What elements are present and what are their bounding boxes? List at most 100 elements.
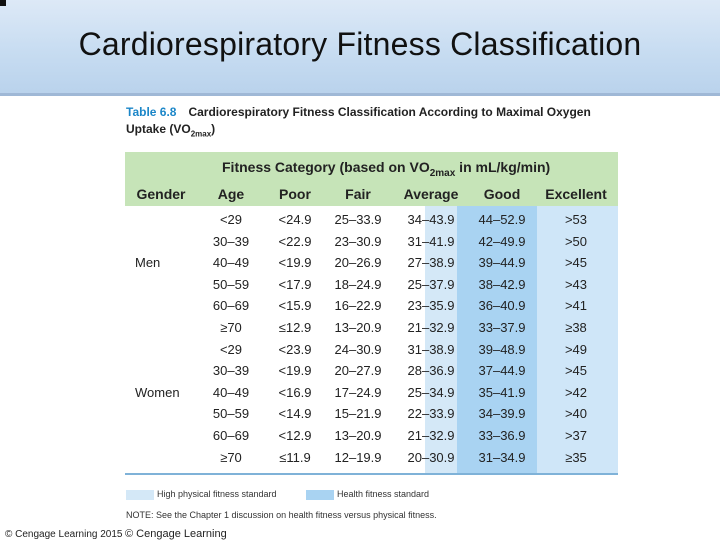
legend-high-label: High physical fitness standard [157,489,277,499]
column-header-age: Age [217,186,245,202]
table-cell: 28–36.9 [407,363,455,379]
table-cell: >41 [564,298,588,314]
copyright-text: © Cengage Learning 2015 [5,529,123,540]
table-number: Table 6.8 [126,105,177,119]
table-cell: ≤12.9 [278,320,312,335]
caption-text: Cardiorespiratory Fitness Classification… [126,105,591,136]
caption-close: ) [211,122,216,136]
gender-label-men: Men [135,255,161,271]
slide-header [0,0,720,95]
table-cell: <16.9 [278,384,312,400]
table-cell: 25–34.9 [407,384,455,400]
caption-subscript: 2max [190,129,212,139]
column-header-gender: Gender [136,186,186,202]
table-cell: <29 [219,212,243,227]
slide-title: Cardiorespiratory Fitness Classification [78,26,642,62]
table-cell: 24–30.9 [334,341,382,357]
table-cell: 20–26.9 [334,255,382,271]
table-cell: >53 [564,212,588,227]
category-header-row: Fitness Category (based on VO2max in mL/… [125,152,618,183]
table-cell: 17–24.9 [334,384,382,400]
legend-high-swatch [126,490,154,500]
table-cell: 13–20.9 [334,320,382,335]
table-cell: 31–41.9 [407,233,455,249]
table-cell: <12.9 [278,428,312,443]
table-cell: <17.9 [278,276,312,292]
legend-health-swatch [306,490,334,500]
table-cell: 42–49.9 [478,233,526,249]
table-cell: <22.9 [278,233,312,249]
high-fitness-band [425,206,457,474]
gender-label-women: Women [135,384,180,400]
table-cell: >45 [564,363,588,379]
table-cell: ≥38 [565,320,587,335]
table-cell: <29 [219,341,243,357]
table-cell: 40–49 [212,255,250,271]
table-bottom-rule [125,473,618,475]
table-cell: >40 [564,406,588,422]
table-cell: 44–52.9 [478,212,526,227]
table-cell: >45 [564,255,588,271]
table-cell: >49 [564,341,588,357]
column-header-poor: Poor [279,186,311,202]
header-divider [0,93,720,96]
table-cell: 50–59 [212,406,250,422]
column-header-average: Average [403,186,459,202]
table-cell: ≤11.9 [279,449,311,465]
table-cell: 60–69 [212,298,250,314]
column-header-good: Good [483,186,521,202]
table-cell: <14.9 [278,406,312,422]
table-cell: 31–34.9 [478,449,526,465]
table-cell: 39–44.9 [478,255,526,271]
table-cell: 21–32.9 [407,428,455,443]
table-caption: Table 6.8 Cardiorespiratory Fitness Class… [126,104,606,142]
table-cell: 35–41.9 [478,384,526,400]
table-cell: 20–27.9 [334,363,382,379]
table-cell: <15.9 [278,298,312,314]
table-cell: 40–49 [212,384,250,400]
table-cell: 38–42.9 [478,276,526,292]
table-cell: <19.9 [278,255,312,271]
table-cell: 39–48.9 [478,341,526,357]
table-cell: 30–39 [212,363,250,379]
column-header-excellent: Excellent [545,186,607,202]
table-cell: >43 [564,276,588,292]
table-cell: 25–37.9 [407,276,455,292]
table-cell: 33–37.9 [478,320,526,335]
table-cell: 12–19.9 [334,449,382,465]
table-cell: 13–20.9 [334,428,382,443]
table-cell: 34–39.9 [478,406,526,422]
table-cell: 36–40.9 [478,298,526,314]
table-cell: 23–35.9 [407,298,455,314]
table-cell: 34–43.9 [407,212,455,227]
table-cell: ≥70 [220,449,242,465]
table-cell: <24.9 [278,212,312,227]
fitness-table: Fitness Category (based on VO2max in mL/… [125,152,618,474]
table-cell: 27–38.9 [407,255,455,271]
legend-health-label: Health fitness standard [337,489,430,499]
table-cell: 21–32.9 [407,320,455,335]
table-cell: >50 [564,233,588,249]
table-cell: 31–38.9 [407,341,455,357]
table-cell: 37–44.9 [478,363,526,379]
table-cell: 20–30.9 [407,449,455,465]
table-cell: 18–24.9 [334,276,382,292]
table-cell: >37 [564,428,588,443]
table-note: NOTE: See the Chapter 1 discussion on he… [126,510,437,520]
table-cell: 23–30.9 [334,233,382,249]
table-cell: >42 [564,384,588,400]
column-header-row: Gender Age Poor Fair Average Good Excellent [125,182,618,206]
cengage-credit: © Cengage Learning [125,528,227,540]
category-header: Fitness Category (based on VO2max in mL/… [222,159,551,179]
table-cell: 60–69 [212,428,250,443]
table-cell: ≥35 [565,449,587,465]
health-fitness-band-light [537,206,618,474]
corner-mark [0,0,6,6]
column-header-fair: Fair [345,186,371,202]
table-cell: 15–21.9 [334,406,382,422]
table-cell: 22–33.9 [407,406,455,422]
table-cell: 50–59 [212,276,250,292]
table-cell: 33–36.9 [478,428,526,443]
table-cell: <19.9 [278,363,312,379]
table-cell: 25–33.9 [334,212,382,227]
